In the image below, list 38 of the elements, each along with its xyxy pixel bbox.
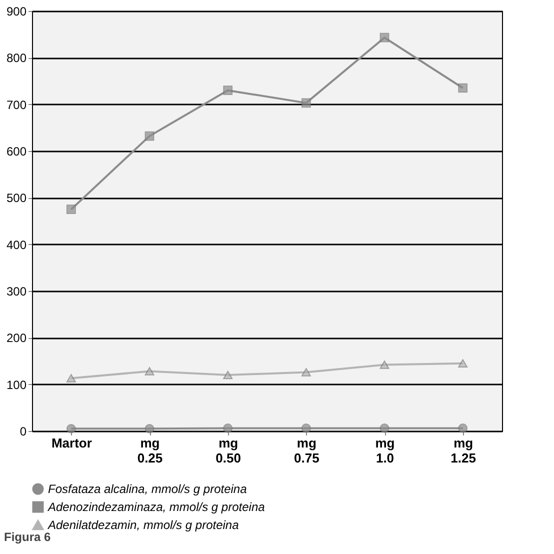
- x-tick-label: mg 0.25: [137, 436, 163, 466]
- point: [66, 204, 76, 214]
- y-tick-label: 200: [6, 331, 27, 346]
- x-tick-label: mg 0.75: [294, 436, 320, 466]
- point: [144, 367, 154, 376]
- y-tick-label: 700: [6, 98, 27, 112]
- y-tick-label: 400: [6, 238, 27, 252]
- y-tick-label: 0: [20, 424, 27, 438]
- legend-label: Fosfataza alcalina, mmol/s g proteina: [48, 482, 248, 496]
- y-tick-label: 500: [6, 191, 27, 206]
- x-tick-label: mg 0.50: [216, 436, 241, 466]
- y-tick-label: 300: [6, 284, 27, 298]
- point: [223, 424, 233, 433]
- point: [223, 370, 233, 380]
- x-tick-label: mg 1.25: [450, 436, 476, 466]
- point: [380, 424, 390, 433]
- point: [458, 424, 468, 433]
- point: [458, 83, 468, 93]
- point: [223, 86, 233, 96]
- point: [301, 424, 311, 433]
- point: [66, 374, 76, 382]
- text: Figura 6: [4, 530, 51, 544]
- x-tick-label: Martor: [51, 436, 92, 450]
- point: [380, 360, 390, 369]
- point: [66, 424, 76, 434]
- point: [144, 424, 154, 434]
- point: [380, 32, 390, 42]
- x-tick-label: mg 1.0: [375, 436, 395, 466]
- legend-label: Adenozindezaminaza, mmol/s g proteina: [47, 500, 266, 514]
- legend-label: Adenilatdezamin, mmol/s g proteina: [47, 518, 240, 532]
- point: [301, 368, 311, 376]
- point: [458, 359, 468, 368]
- point: [144, 131, 154, 141]
- y-tick-label: 100: [6, 378, 27, 392]
- y-tick-label: 800: [6, 51, 27, 66]
- y-tick-label: 900: [6, 4, 27, 18]
- point: [301, 98, 311, 108]
- y-tick-label: 600: [6, 144, 27, 158]
